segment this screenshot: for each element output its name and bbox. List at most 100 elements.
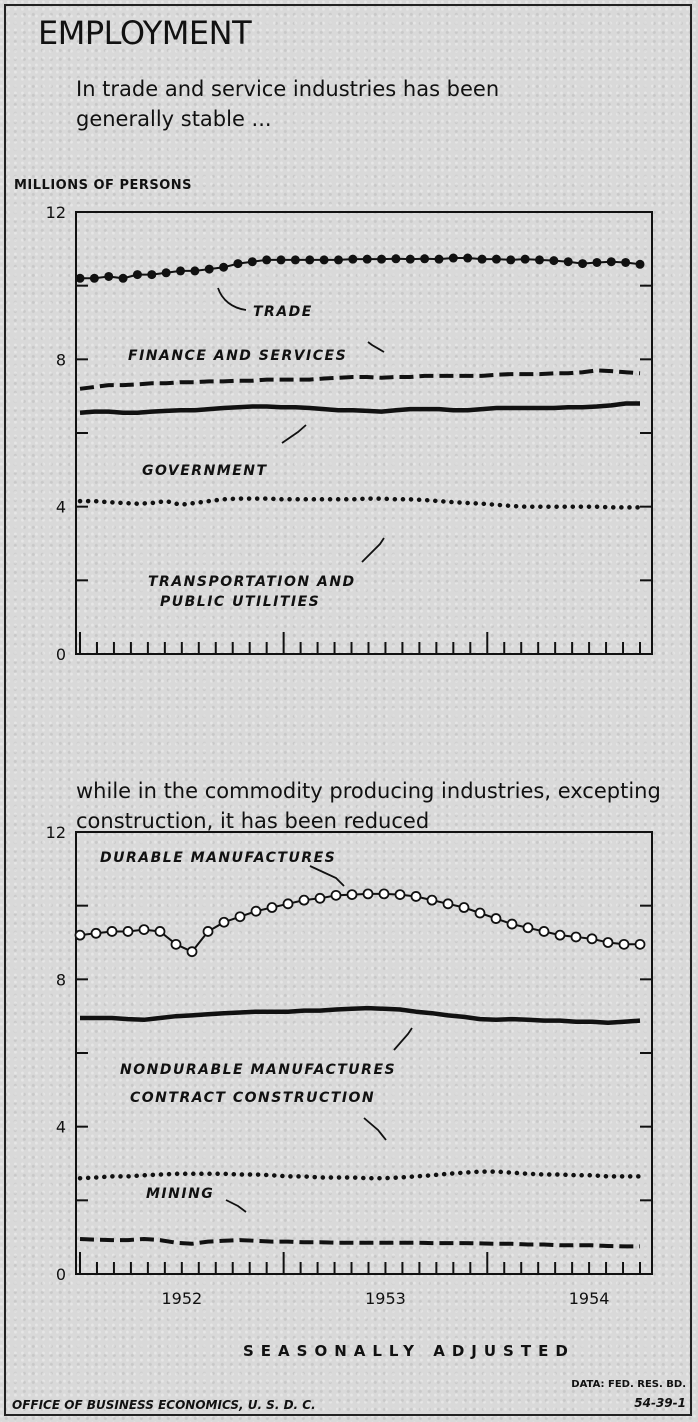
series-government	[79, 401, 640, 415]
data-point	[442, 898, 454, 910]
y-tick-label: 4	[56, 498, 66, 517]
data-point	[147, 270, 157, 280]
series-mining	[79, 1236, 640, 1249]
footer-chart-code: 54-39-1	[634, 1396, 686, 1410]
data-point	[634, 938, 646, 950]
data-point	[138, 924, 150, 936]
data-point	[204, 264, 214, 274]
chart-panel-bottom: 0 4 8 12 DURABLE MANUFACTURES NONDURABLE MA…	[46, 823, 653, 1308]
data-point	[348, 254, 358, 264]
data-point	[592, 257, 602, 267]
data-point	[606, 257, 616, 267]
data-point	[602, 937, 614, 948]
data-point	[362, 254, 372, 264]
data-point	[298, 894, 310, 906]
data-point	[90, 927, 102, 939]
series-line	[80, 257, 641, 280]
subtitle-bottom: while in the commodity producing industr…	[76, 779, 661, 833]
data-point	[490, 913, 502, 924]
footer-source: DATA: FED. RES. BD.	[571, 1379, 686, 1390]
x-year-label: 1952	[161, 1289, 202, 1308]
y-tick-label: 4	[56, 1118, 66, 1137]
data-point	[570, 931, 582, 943]
data-point	[314, 892, 326, 904]
data-point	[266, 902, 278, 913]
footer-source-block: DATA: FED. RES. BD. 54-39-1	[571, 1376, 686, 1412]
series-nondurable-manufactures	[80, 1005, 641, 1026]
data-point	[161, 268, 171, 278]
data-point	[491, 254, 501, 264]
footer-agency: OFFICE OF BUSINESS ECONOMICS, U. S. D. C…	[12, 1398, 316, 1412]
data-point	[391, 254, 401, 264]
data-point	[394, 889, 406, 901]
data-point	[305, 255, 315, 265]
data-point	[378, 888, 390, 900]
y-tick-label: 12	[46, 203, 66, 222]
label-trade: TRADE	[253, 304, 313, 320]
data-point	[104, 271, 114, 281]
label-mining: MINING	[146, 1186, 214, 1202]
data-point	[458, 902, 470, 913]
series-transportation-and-public-utilities	[77, 496, 643, 510]
data-point	[132, 270, 142, 280]
data-point	[405, 254, 415, 264]
data-point	[186, 946, 198, 958]
data-point	[276, 255, 286, 265]
data-point	[106, 926, 118, 937]
data-point	[474, 907, 486, 919]
data-point	[122, 926, 134, 937]
data-point	[448, 253, 458, 263]
data-point	[426, 894, 438, 906]
data-point	[247, 257, 257, 267]
y-tick-label: 8	[56, 970, 66, 989]
label-government: GOVERNMENT	[142, 463, 268, 479]
data-point	[234, 911, 246, 923]
y-tick-label: 12	[46, 823, 66, 842]
data-point	[118, 273, 128, 283]
label-transportation-line2: PUBLIC UTILITIES	[160, 594, 320, 610]
data-point	[549, 256, 559, 266]
data-point	[534, 255, 544, 265]
data-point	[190, 266, 200, 276]
data-point	[290, 255, 300, 265]
label-transportation-line1: TRANSPORTATION AND	[148, 574, 356, 590]
y-tick-label: 0	[56, 1265, 66, 1284]
data-point	[506, 918, 518, 930]
data-point	[176, 266, 186, 276]
data-point	[410, 891, 422, 902]
label-nondurable: NONDURABLE MANUFACTURES	[120, 1062, 396, 1078]
data-point	[563, 257, 573, 267]
data-point	[554, 929, 566, 941]
series-contract-construction	[77, 1169, 643, 1181]
label-durable: DURABLE MANUFACTURES	[100, 850, 336, 866]
data-point	[463, 253, 473, 263]
data-point	[233, 259, 243, 269]
data-point	[262, 255, 272, 265]
series-durable-manufactures	[74, 888, 646, 958]
chart-panel-top: 0 4 8 12 TRADE FINANCE AND SERVICES GOVERNM…	[46, 203, 653, 664]
data-point	[538, 926, 550, 937]
data-point	[520, 254, 530, 264]
y-tick-label: 0	[56, 645, 66, 664]
label-finance-services: FINANCE AND SERVICES	[128, 348, 347, 364]
data-point	[250, 905, 262, 917]
data-point	[477, 254, 487, 264]
data-point	[506, 255, 516, 265]
x-axis-title: SEASONALLY ADJUSTED	[243, 1342, 575, 1360]
data-point	[89, 273, 99, 283]
data-point	[578, 259, 588, 269]
data-point	[282, 898, 294, 910]
series-line	[79, 892, 640, 953]
data-point	[330, 889, 342, 901]
data-point	[586, 933, 598, 945]
data-point	[202, 926, 214, 937]
series-line	[77, 1169, 643, 1181]
series-line	[79, 368, 641, 391]
page-title: EMPLOYMENT	[38, 14, 252, 52]
data-point	[621, 257, 631, 267]
y-axis-units: MILLIONS OF PERSONS	[14, 178, 193, 193]
data-point	[75, 273, 85, 283]
data-point	[377, 254, 387, 264]
series-finance-and-services	[79, 368, 641, 391]
